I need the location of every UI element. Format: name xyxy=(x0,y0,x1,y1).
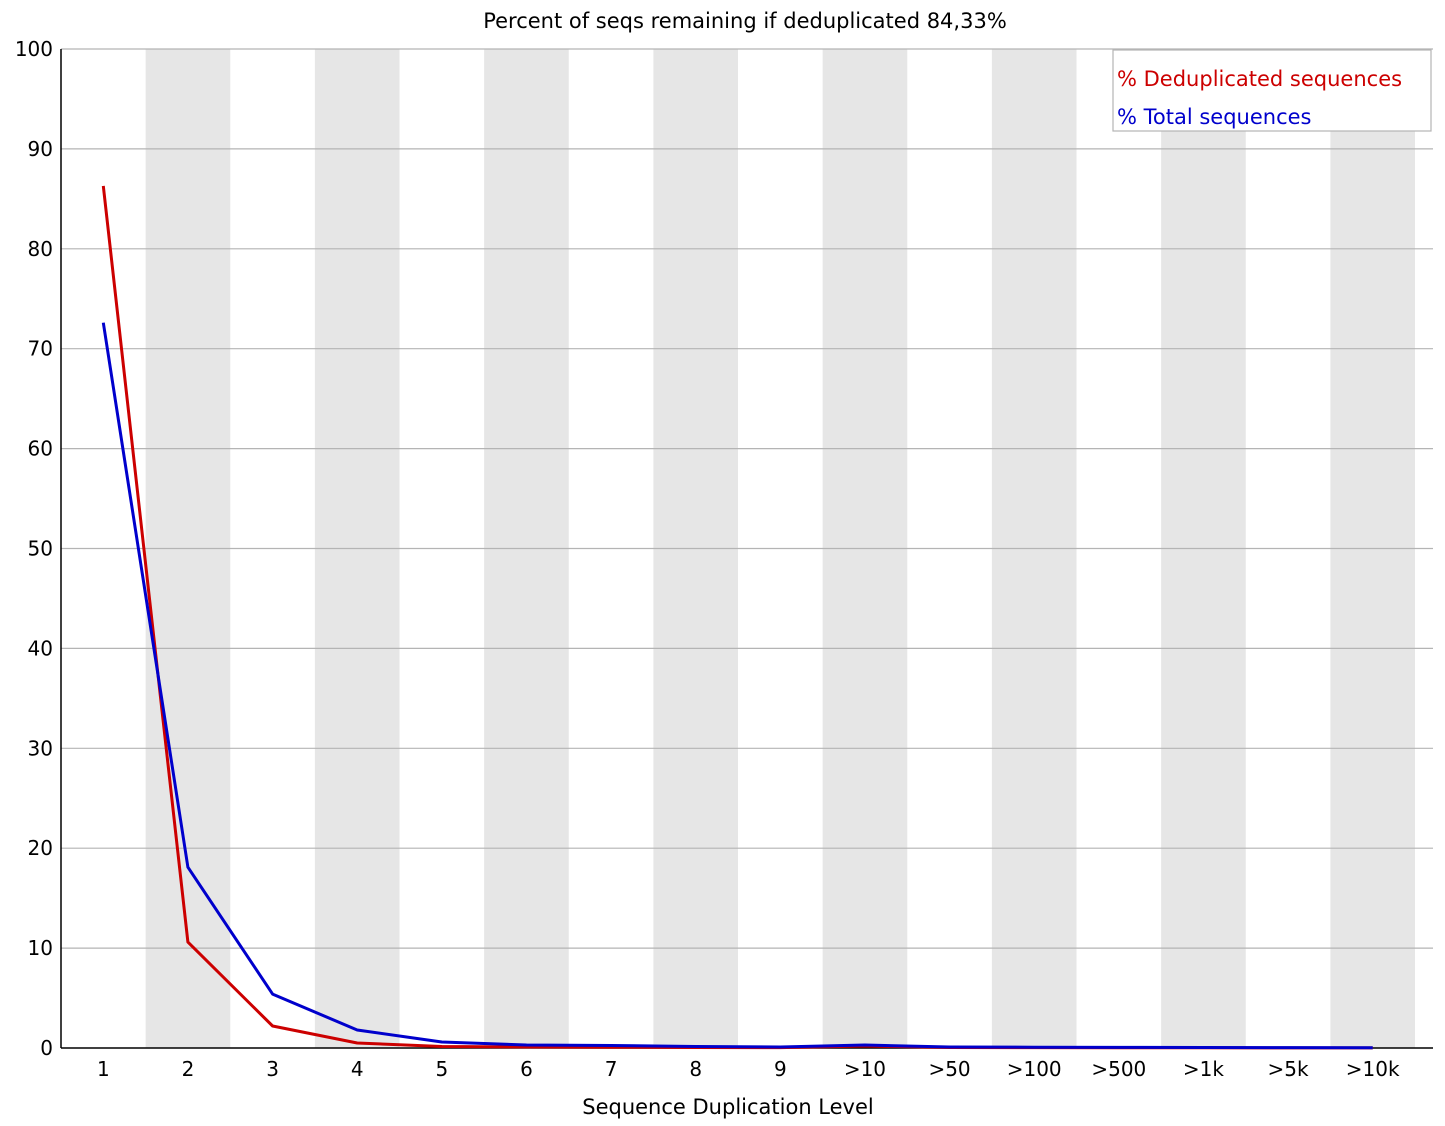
y-tick-label: 30 xyxy=(28,736,53,760)
y-tick-label: 10 xyxy=(28,936,53,960)
legend-box xyxy=(1112,49,1432,132)
y-tick-label: 0 xyxy=(40,1036,53,1060)
x-tick-label: 6 xyxy=(520,1057,533,1081)
x-tick-label: 5 xyxy=(435,1057,448,1081)
x-tick-label: >100 xyxy=(1007,1057,1062,1081)
y-tick-label: 90 xyxy=(28,137,53,161)
x-tick-label: 8 xyxy=(689,1057,702,1081)
y-tick-label: 40 xyxy=(28,636,53,660)
x-tick-label: 1 xyxy=(97,1057,110,1081)
y-tick-label: 80 xyxy=(28,237,53,261)
x-tick-label: >50 xyxy=(928,1057,970,1081)
x-tick-label: 7 xyxy=(605,1057,618,1081)
x-tick-label: 4 xyxy=(351,1057,364,1081)
x-tick-label: >5k xyxy=(1268,1057,1309,1081)
x-tick-label: >500 xyxy=(1091,1057,1146,1081)
x-tick-label: >1k xyxy=(1183,1057,1224,1081)
x-tick-label: 9 xyxy=(774,1057,787,1081)
y-tick-label: 70 xyxy=(28,337,53,361)
y-tick-label: 20 xyxy=(28,836,53,860)
legend: % Deduplicated sequences % Total sequence… xyxy=(1112,49,1432,132)
x-axis-label: Sequence Duplication Level xyxy=(582,1095,874,1119)
x-tick-label: >10k xyxy=(1346,1057,1400,1081)
legend-entry: % Deduplicated sequences xyxy=(1117,67,1402,91)
x-tick-label: >10 xyxy=(844,1057,886,1081)
chart-title: Percent of seqs remaining if deduplicate… xyxy=(483,9,1007,33)
series-line xyxy=(101,322,1373,1050)
y-tick-label: 60 xyxy=(28,437,53,461)
legend-entry: % Total sequences xyxy=(1117,105,1312,129)
x-tick-label: 3 xyxy=(266,1057,279,1081)
x-tick-label: 2 xyxy=(182,1057,195,1081)
y-tick-label: 100 xyxy=(15,37,53,61)
y-tick-label: 50 xyxy=(28,537,53,561)
